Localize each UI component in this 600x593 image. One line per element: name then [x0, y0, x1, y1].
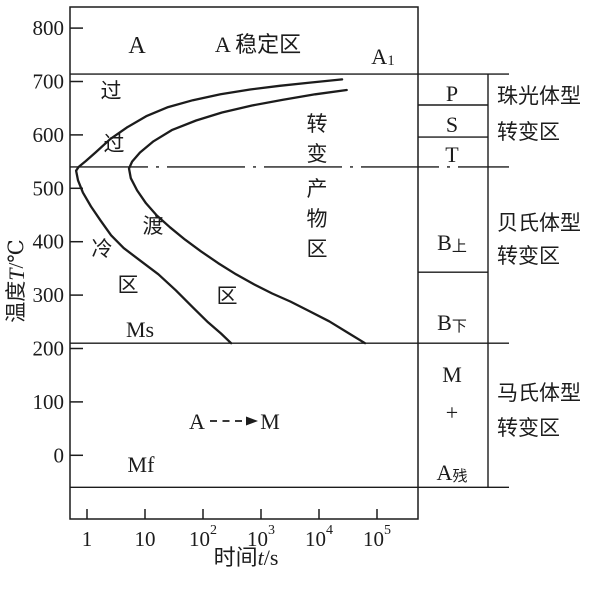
y-tick-label: 700: [33, 70, 65, 94]
x-tick-label: 103: [247, 523, 275, 552]
y-tick-label: 100: [33, 390, 65, 414]
zone-label-1-line1: 贝氏体型: [497, 211, 581, 235]
y-tick-label: 300: [33, 283, 65, 307]
zone-label-2-line2: 转变区: [497, 416, 560, 440]
arrow-right-label: M: [260, 409, 280, 434]
y-tick-label: 600: [33, 123, 65, 147]
x-tick-label: 105: [363, 523, 391, 552]
zone-label-2-line1: 马氏体型: [497, 381, 581, 405]
arrowhead-icon: [246, 416, 258, 426]
product-cell-label-B下: B下: [437, 310, 467, 336]
plot-annotation-10: 变: [307, 142, 328, 166]
plot-annotation-1: A 稳定区: [215, 32, 301, 57]
product-cell-label-B上: B上: [437, 230, 467, 256]
plot-annotation-0: A: [128, 33, 146, 59]
transformation-finish-curve: [127, 88, 367, 345]
x-tick-label: 104: [305, 523, 333, 552]
y-tick-label: 800: [33, 16, 65, 40]
product-cell-label-T: T: [445, 142, 459, 167]
plot-annotation-8: 区: [217, 284, 238, 308]
plot-annotation-15: Mf: [128, 452, 156, 477]
product-cell-label-S: S: [446, 112, 458, 137]
plot-border: [69, 6, 419, 520]
plot-annotation-3: 过: [101, 79, 122, 103]
arrow-left-label: A: [189, 409, 205, 434]
x-tick-label: 1: [82, 527, 93, 551]
x-axis-title: 时间t/s: [214, 545, 279, 570]
plot-annotation-12: 物: [307, 207, 328, 231]
product-cell-label-A残: A残: [437, 460, 468, 486]
plot-annotation-14: Ms: [126, 317, 154, 342]
y-tick-label: 400: [33, 230, 65, 254]
product-cell-label-P: P: [446, 81, 458, 106]
plot-annotation-4: 过: [104, 132, 125, 156]
plot-annotation-9: 转: [307, 112, 328, 136]
plot-annotation-7: 区: [118, 273, 139, 297]
zone-label-0-line1: 珠光体型: [497, 84, 581, 108]
zone-label-0-line2: 转变区: [497, 120, 560, 144]
zone-label-1-line2: 转变区: [497, 244, 560, 268]
x-tick-label: 102: [189, 523, 217, 552]
product-cell-label-+: +: [446, 400, 458, 425]
y-axis-title: 温度T/℃: [4, 239, 29, 323]
y-tick-label: 0: [54, 443, 65, 467]
transformation-start-curve: [74, 78, 344, 345]
plot-annotation-11: 产: [307, 177, 328, 201]
plot-annotation-2: A1: [371, 44, 394, 70]
x-tick-label: 10: [135, 527, 156, 551]
plot-annotation-5: 冷: [92, 237, 113, 261]
product-cell-label-M: M: [442, 362, 462, 387]
y-tick-label: 200: [33, 337, 65, 361]
plot-annotation-13: 区: [307, 237, 328, 261]
y-tick-label: 500: [33, 176, 65, 200]
plot-annotation-6: 渡: [143, 214, 164, 238]
